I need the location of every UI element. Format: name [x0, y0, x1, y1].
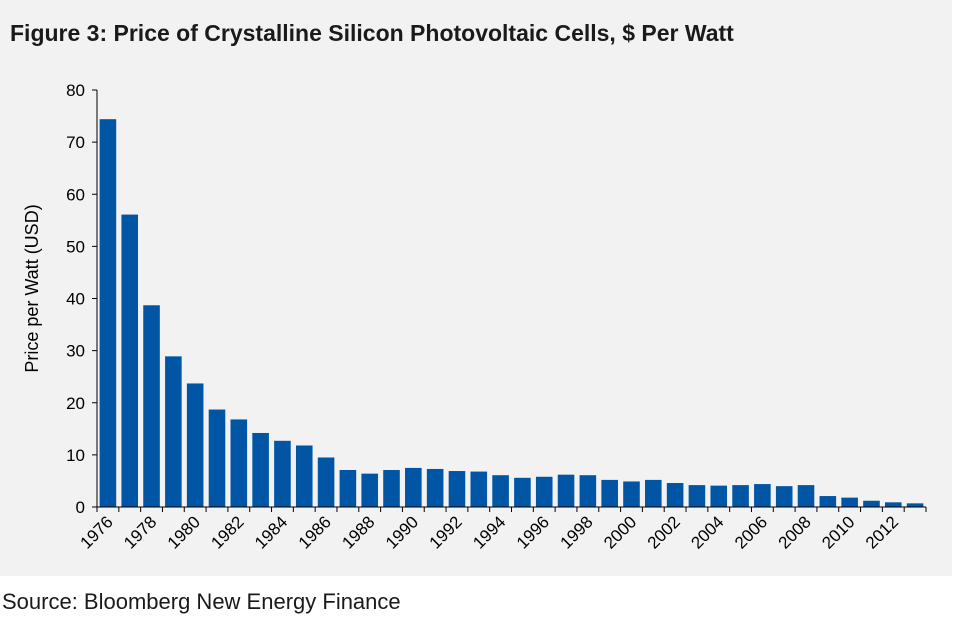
bar-2001	[645, 479, 662, 507]
bar-2006	[754, 484, 771, 507]
bar-1989	[383, 469, 400, 507]
y-tick-label: 50	[66, 237, 85, 256]
x-tick-label: 2012	[862, 512, 902, 552]
bar-1979	[165, 356, 182, 507]
bar-1984	[274, 440, 291, 507]
x-tick-label: 1998	[557, 512, 597, 552]
source-note: Source: Bloomberg New Energy Finance	[2, 589, 401, 614]
bar-1996	[535, 476, 553, 507]
bar-2003	[688, 485, 706, 507]
bar-1999	[601, 479, 618, 507]
bar-2010	[841, 497, 858, 507]
bar-1992	[448, 471, 466, 507]
bar-2000	[623, 481, 640, 507]
x-tick-label: 1978	[120, 512, 160, 552]
bar-1981	[208, 409, 226, 507]
x-tick-label: 1986	[295, 512, 335, 552]
y-tick-label: 60	[66, 185, 85, 204]
x-tick-label: 1980	[164, 512, 204, 552]
x-tick-label: 1984	[251, 512, 291, 552]
bar-2009	[819, 496, 837, 507]
x-tick-label: 2002	[644, 512, 684, 552]
bar-1982	[230, 419, 248, 507]
y-tick-label: 0	[76, 498, 85, 517]
bar-2002	[666, 483, 684, 507]
y-tick-label: 40	[66, 290, 85, 309]
x-tick-label: 1994	[469, 512, 509, 552]
y-tick-label: 30	[66, 342, 85, 361]
y-tick-label: 20	[66, 394, 85, 413]
y-tick-label: 70	[66, 133, 85, 152]
bar-1987	[339, 469, 357, 507]
x-tick-label: 2010	[818, 512, 858, 552]
x-tick-label: 2008	[775, 512, 815, 552]
bar-1977	[121, 214, 139, 507]
bar-2007	[775, 486, 793, 507]
x-tick-label: 2004	[687, 512, 727, 552]
chart-title: Figure 3: Price of Crystalline Silicon P…	[10, 20, 734, 46]
bar-1978	[143, 305, 160, 507]
x-tick-label: 1990	[382, 512, 422, 552]
bar-2008	[797, 485, 815, 507]
bar-2011	[863, 500, 880, 507]
bar-2012	[884, 502, 902, 507]
bar-1990	[405, 467, 422, 507]
bar-2004	[710, 485, 728, 507]
x-tick-label: 1988	[338, 512, 378, 552]
x-tick-label: 1976	[77, 512, 117, 552]
x-tick-label: 2000	[600, 512, 640, 552]
y-tick-label: 10	[66, 446, 85, 465]
bar-1980	[186, 383, 204, 507]
x-tick-label: 1982	[207, 512, 247, 552]
bar-2013	[906, 503, 924, 507]
y-tick-label: 80	[66, 81, 85, 100]
bar-1976	[99, 119, 117, 507]
bar-2005	[732, 485, 749, 507]
bar-1995	[514, 477, 531, 507]
bar-1991	[426, 468, 444, 507]
bar-1986	[317, 457, 335, 507]
x-tick-label: 1992	[426, 512, 466, 552]
bar-1994	[492, 475, 509, 507]
bar-1997	[557, 474, 575, 507]
bar-1985	[295, 445, 313, 507]
bar-1988	[361, 473, 378, 507]
x-tick-label: 2006	[731, 512, 771, 552]
bar-1993	[470, 471, 488, 507]
bar-1983	[252, 432, 269, 507]
bar-1998	[579, 475, 597, 507]
y-axis-title: Price per Watt (USD)	[22, 204, 42, 372]
x-tick-label: 1996	[513, 512, 553, 552]
